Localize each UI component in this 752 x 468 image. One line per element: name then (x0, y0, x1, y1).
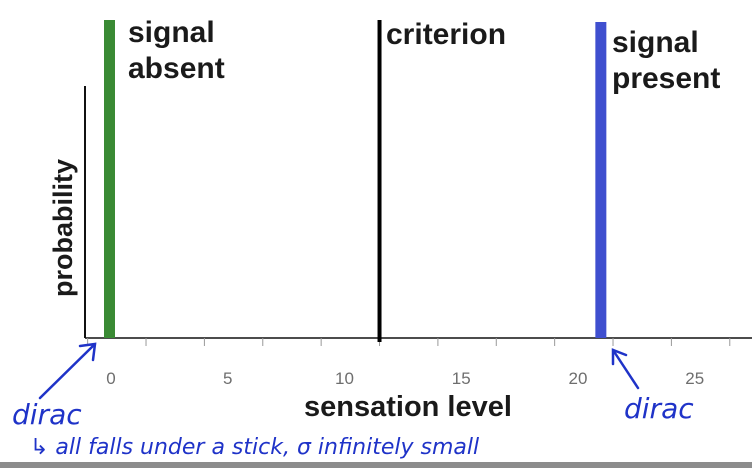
bottom-bar (0, 462, 752, 468)
x-axis-label: sensation level (304, 391, 512, 423)
y-axis-label: probability (48, 159, 78, 297)
signal-present-label: signal present (612, 26, 720, 95)
x-tick-label: 20 (569, 369, 588, 388)
x-tick-label: 25 (685, 369, 704, 388)
x-ticks: 0 5 10 15 20 25 (87, 338, 731, 388)
left-dirac-note: dirac (12, 398, 82, 431)
x-tick-label: 0 (106, 369, 115, 388)
right-dirac-note: dirac (624, 392, 694, 425)
left-arrow (38, 342, 97, 400)
signal-present-line (595, 22, 607, 338)
right-arrow (611, 348, 640, 390)
criterion-label: criterion (386, 18, 506, 51)
x-tick-label: 15 (452, 369, 471, 388)
x-tick-label: 5 (223, 369, 232, 388)
signal-absent-line (104, 20, 115, 338)
signal-absent-label-line1: signal absent (128, 16, 225, 85)
x-tick-label: 10 (335, 369, 354, 388)
stick-note: ↳ all falls under a stick, σ infinitely … (30, 435, 479, 460)
